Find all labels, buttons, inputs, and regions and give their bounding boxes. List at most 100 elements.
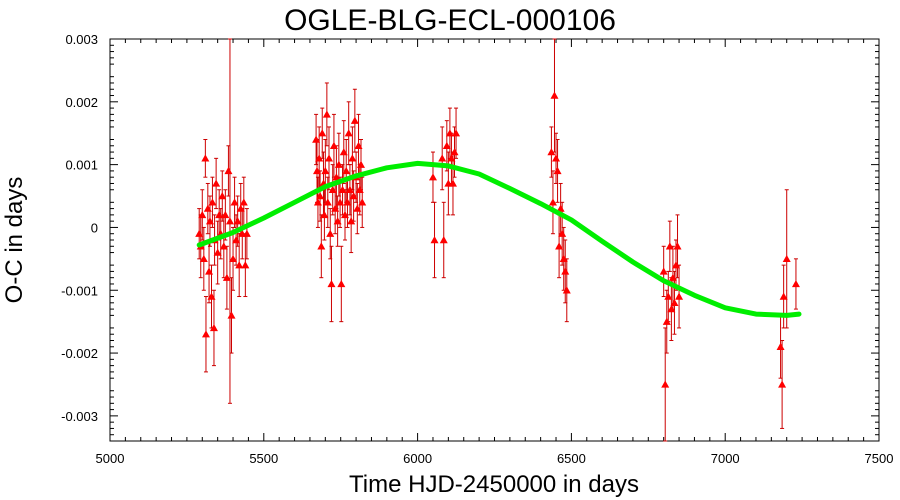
data-point [357,160,366,168]
data-point [232,236,241,244]
data-point [336,198,345,206]
data-point [668,273,677,281]
data-point [320,210,329,219]
data-point [445,129,454,137]
y-tick-label: 0 [91,220,98,235]
x-tick-label: 5000 [96,451,125,466]
data-point [236,204,245,212]
y-tick-label: 0.003 [65,32,98,47]
data-point [778,380,787,388]
chart-title: OGLE-BLG-ECL-000106 [284,4,616,37]
data-point [222,273,231,281]
data-point [241,261,250,269]
data-point [337,279,346,288]
fit-curve-layer [196,160,802,318]
data-point [195,229,204,237]
data-point [558,229,567,237]
data-point [225,217,234,225]
data-point [242,229,251,237]
data-point [313,198,322,206]
data-point [428,173,437,181]
data-point [349,192,358,200]
data-point [332,173,341,181]
y-axis-label: O-C in days [1,177,28,304]
data-point [208,198,217,206]
data-point [215,210,224,219]
data-point [344,129,353,137]
data-point [547,148,556,156]
data-point [312,135,321,143]
data-point [450,148,459,156]
y-tick-label: -0.002 [61,346,98,361]
x-tick-label: 5500 [249,451,278,466]
data-point [322,110,331,118]
data-point [776,342,785,350]
data-point [334,160,343,168]
data-point [662,317,671,325]
data-point [239,198,248,206]
y-tick-label: 0.001 [65,158,98,173]
data-point [347,217,356,225]
data-point [329,141,338,149]
data-point [791,279,800,288]
data-point [670,298,679,307]
x-tick-label: 6000 [403,451,432,466]
data-point [659,267,668,275]
data-point [675,292,684,300]
data-point [229,254,238,263]
data-point [548,198,557,206]
data-point [452,129,461,137]
data-point [325,154,334,162]
data-point [556,204,565,212]
x-tick-label: 7000 [711,451,740,466]
x-axis-label: Time HJD-2450000 in days [349,471,639,498]
data-point [331,204,340,212]
data-point [338,185,347,193]
data-point [342,166,351,175]
data-point [782,254,791,263]
data-point [339,148,348,156]
y-axis: 0.003 0.002 0.001 0 -0.001 -0.002 -0.003 [61,32,879,436]
fit-curve [196,160,802,318]
data-point [354,141,363,149]
data-point [779,292,788,300]
data-point [667,305,676,313]
data-point [235,261,244,269]
data-point [201,154,210,162]
data-point [341,210,350,219]
data-point [212,179,221,187]
data-point [350,116,359,124]
data-point [219,242,228,250]
data-point [550,91,559,99]
data-point [671,261,680,269]
x-tick-label: 7500 [865,451,894,466]
data-point [333,217,342,225]
data-point [205,267,214,275]
data-point [224,166,233,175]
data-point [233,217,242,225]
data-point [448,179,457,187]
data-point [207,292,216,300]
data-point [328,185,337,193]
y-tick-label: 0.002 [65,95,98,110]
data-point [664,292,673,300]
data-point [323,198,332,206]
data-point [343,198,352,206]
data-point [203,204,212,212]
data-point [665,242,674,250]
data-point [205,217,214,225]
data-point [673,242,682,250]
data-point [213,248,222,256]
data-point [559,254,568,263]
data-point [438,154,447,162]
data-point [230,198,239,206]
data-point [317,242,326,250]
data-point [321,166,330,175]
data-point [358,198,367,206]
errorbar-layer [197,38,798,442]
data-point [345,185,354,193]
data-point [555,242,564,250]
data-point [227,311,236,319]
y-tick-label: -0.003 [61,409,98,424]
